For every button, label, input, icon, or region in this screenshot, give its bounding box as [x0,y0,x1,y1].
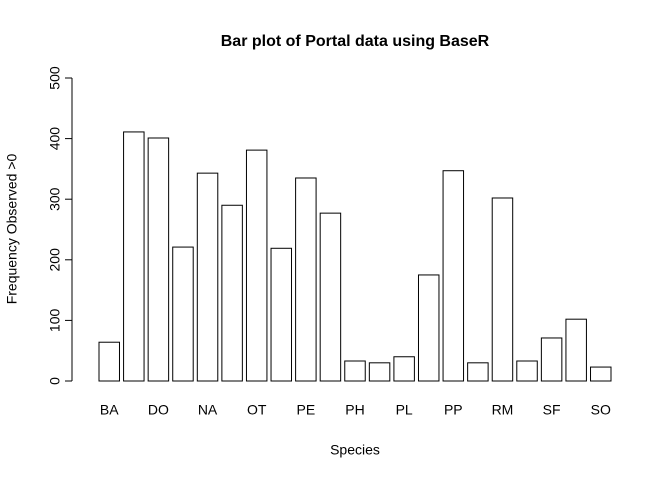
bar [98,341,120,382]
bar [368,362,391,382]
y-tick-label: 400 [47,127,63,151]
bar [270,247,293,382]
y-axis-label: Frequency Observed >0 [4,154,20,305]
bar [417,274,440,382]
bar [196,172,219,382]
y-tick-label: 300 [47,187,63,211]
bar [540,337,563,382]
bar [123,131,145,382]
x-tick-label: PE [297,402,316,418]
bar [172,246,194,382]
bar [221,204,243,382]
y-tick-label: 100 [47,309,63,333]
x-tick-label: SF [543,402,561,418]
bar [245,149,268,382]
x-tick-label: OT [247,402,267,418]
bar [295,177,317,382]
bar [393,356,415,382]
bar [467,362,489,382]
x-tick-label: RM [492,402,514,418]
bar [590,366,612,382]
x-tick-label: SO [591,402,611,418]
bar [319,212,342,382]
chart-title: Bar plot of Portal data using BaseR [221,33,490,50]
bar [491,197,514,382]
y-tick-label: 500 [47,66,63,90]
y-tick-label: 0 [47,377,63,385]
x-tick-label: PP [444,402,463,418]
bar [516,360,538,382]
bar [442,170,465,382]
x-tick-label: PL [396,402,413,418]
x-axis-label: Species [330,442,380,458]
x-tick-label: BA [100,402,119,418]
bar [565,318,587,382]
x-tick-label: NA [198,402,218,418]
bar [344,360,366,382]
x-tick-label: DO [148,402,169,418]
bar [147,137,170,382]
y-tick-label: 200 [47,248,63,272]
x-tick-label: PH [345,402,364,418]
